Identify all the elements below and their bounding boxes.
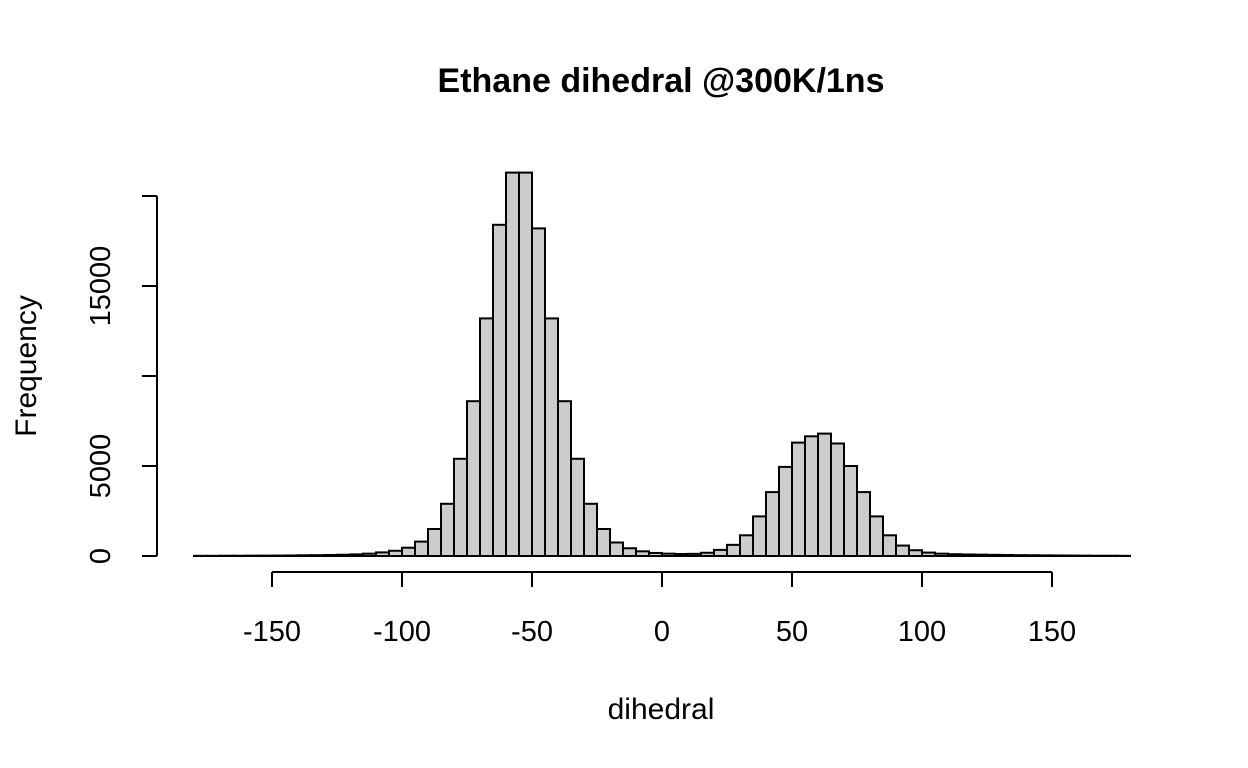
- histogram-bar: [284, 554, 299, 558]
- chart-title: Ethane dihedral @300K/1ns: [438, 62, 885, 100]
- histogram-bar: [713, 548, 728, 558]
- x-axis-label: dihedral: [608, 693, 715, 726]
- histogram-bar: [505, 171, 520, 557]
- histogram-bar: [466, 400, 481, 558]
- x-tick-label: 0: [654, 616, 670, 648]
- histogram-bar: [869, 515, 884, 558]
- x-tick-label: 50: [776, 616, 808, 648]
- histogram-bar: [479, 317, 494, 557]
- histogram-bar: [557, 400, 572, 558]
- histogram-bar: [934, 552, 949, 557]
- histogram-bar: [700, 551, 715, 558]
- histogram-bar: [518, 171, 533, 557]
- y-tick-label: 0: [85, 548, 117, 564]
- histogram-bar: [804, 435, 819, 557]
- histogram-bar: [297, 554, 312, 558]
- histogram-bar: [830, 442, 845, 557]
- histogram-bar: [492, 223, 507, 558]
- histogram-bar: [570, 457, 585, 557]
- histogram-bar: [323, 554, 338, 558]
- histogram-bar: [895, 544, 910, 557]
- histogram-bar: [1051, 554, 1066, 558]
- histogram-bar: [531, 227, 546, 557]
- x-tick-label: -100: [373, 616, 431, 648]
- histogram-bar: [817, 432, 832, 558]
- histogram-bar: [999, 554, 1014, 558]
- histogram-bar: [752, 515, 767, 558]
- x-axis: -150 -100 -50 0 50 100 150: [243, 571, 1076, 648]
- histogram-bar: [310, 554, 325, 558]
- histogram-bar: [986, 553, 1001, 558]
- histogram-bar: [414, 540, 429, 557]
- histogram-bar: [544, 317, 559, 557]
- histogram-bar: [947, 553, 962, 558]
- histogram-bar: [1025, 554, 1040, 558]
- histogram-bar: [583, 502, 598, 557]
- histogram-bar: [739, 534, 754, 557]
- histogram-bar: [843, 465, 858, 557]
- histogram-bar: [609, 541, 624, 557]
- histogram-bar: [622, 547, 637, 558]
- histogram-bars: [193, 171, 1131, 558]
- y-tick-label: 15000: [85, 246, 117, 327]
- y-axis-label: Frequency: [10, 295, 43, 437]
- histogram-bar: [349, 553, 364, 558]
- histogram-bar: [1038, 554, 1053, 557]
- histogram-bar: [336, 553, 351, 557]
- x-tick-label: -50: [511, 616, 553, 648]
- histogram-bar: [856, 491, 871, 558]
- histogram-bar: [635, 550, 650, 558]
- x-tick-label: 100: [898, 616, 946, 648]
- histogram-bar: [765, 491, 780, 558]
- histogram-bar: [453, 457, 468, 557]
- histogram-bar: [1012, 554, 1027, 558]
- y-tick-label: 5000: [85, 434, 117, 499]
- histogram-bar: [960, 553, 975, 557]
- histogram-bar: [908, 549, 923, 557]
- histogram-bar: [882, 534, 897, 557]
- histogram-bar: [687, 552, 702, 558]
- histogram-bar: [440, 502, 455, 557]
- histogram-bar: [921, 551, 936, 558]
- histogram-bar: [648, 551, 663, 558]
- histogram-bar: [401, 546, 416, 557]
- histogram-bar: [596, 528, 611, 557]
- histogram-bar: [726, 543, 741, 558]
- histogram-bar: [973, 553, 988, 558]
- y-axis: 0 5000 15000: [85, 195, 158, 564]
- x-tick-label: 150: [1028, 616, 1076, 648]
- histogram-bar: [661, 552, 676, 557]
- histogram-bar: [388, 549, 403, 558]
- histogram-bar: [674, 553, 689, 558]
- histogram-bar: [375, 551, 390, 558]
- x-tick-label: -150: [243, 616, 301, 648]
- histogram-bar: [778, 465, 793, 557]
- histogram-bar: [362, 552, 377, 557]
- histogram-bar: [427, 528, 442, 557]
- histogram-bar: [791, 441, 806, 558]
